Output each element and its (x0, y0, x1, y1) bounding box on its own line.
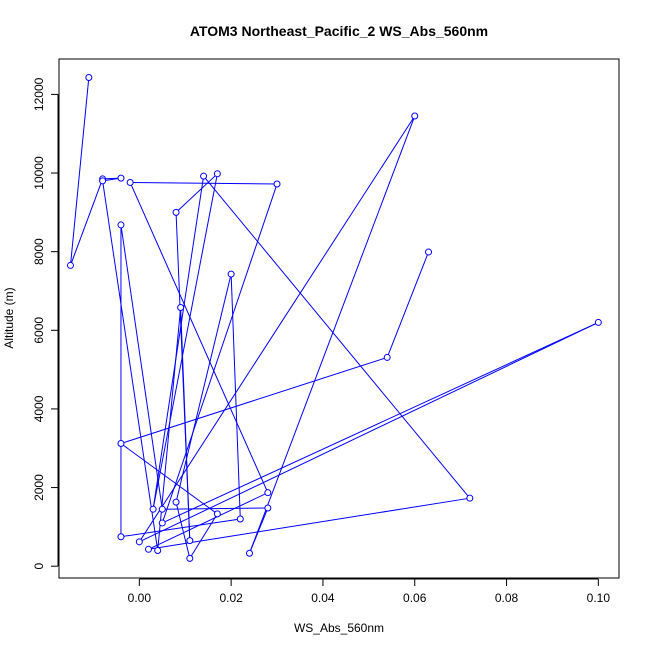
series-segment (120, 518, 241, 538)
x-tick-label: 0.08 (495, 591, 519, 605)
y-axis-label: Altitude (m) (2, 287, 16, 348)
y-tick-label: 8000 (32, 238, 46, 265)
x-axis-label: WS_Abs_560nm (294, 621, 384, 635)
data-point (117, 174, 125, 182)
data-point (117, 440, 125, 448)
x-tick-label: 0.00 (128, 591, 152, 605)
data-point (200, 172, 208, 180)
series-segment (139, 321, 599, 543)
data-point (117, 221, 125, 229)
data-point (85, 73, 93, 81)
data-point (383, 353, 391, 361)
series-segment (175, 173, 218, 213)
data-point (158, 519, 166, 527)
series-lines (69, 77, 599, 559)
x-tick-label: 0.10 (587, 591, 611, 605)
series-segment (249, 115, 416, 554)
series-segment (138, 115, 416, 543)
data-point (245, 549, 253, 557)
data-point (66, 261, 74, 269)
y-tick-label: 0 (32, 563, 46, 570)
data-point (186, 554, 194, 562)
series-segment (175, 212, 191, 541)
data-point (149, 505, 157, 513)
series-segment (175, 501, 191, 559)
x-axis: 0.00 0.02 0.04 0.06 0.08 0.10 (128, 578, 611, 605)
x-tick-label: 0.06 (403, 591, 427, 605)
data-point (264, 504, 272, 512)
series-segment (152, 176, 205, 510)
data-point (227, 270, 235, 278)
chart-title: ATOM3 Northeast_Pacific_2 WS_Abs_560nm (190, 23, 488, 39)
data-point (145, 545, 153, 553)
series-segment (130, 181, 278, 185)
x-tick-label: 0.02 (219, 591, 243, 605)
series-segment (152, 173, 218, 510)
data-point (425, 248, 433, 256)
y-tick-label: 4000 (32, 395, 46, 422)
y-axis: 0 2000 4000 6000 8000 10000 12000 (32, 77, 59, 570)
data-point (213, 510, 221, 518)
data-point (117, 533, 125, 541)
data-point (172, 498, 180, 506)
plot-frame (58, 58, 620, 579)
y-tick-label: 12000 (32, 77, 46, 111)
series-segment (129, 182, 269, 493)
series-segment (69, 77, 90, 266)
data-point (273, 180, 281, 188)
series-segment (175, 273, 232, 503)
y-tick-label: 10000 (32, 156, 46, 190)
data-point (411, 112, 419, 120)
series-segment (162, 321, 599, 524)
series-segment (120, 356, 388, 445)
series-segment (70, 178, 104, 266)
series-segment (148, 492, 269, 550)
data-point (466, 494, 474, 502)
series-segment (249, 507, 269, 554)
series-segment (386, 251, 429, 358)
series-segment (230, 274, 241, 520)
series-segment (203, 175, 471, 499)
series-segment (157, 307, 182, 551)
series-segment (102, 180, 159, 551)
data-point (126, 178, 134, 186)
data-point (236, 515, 244, 523)
data-point (186, 537, 194, 545)
data-point (158, 505, 166, 513)
series-segment (162, 507, 268, 510)
y-tick-label: 2000 (32, 474, 46, 501)
data-point (213, 170, 221, 178)
data-point (177, 303, 185, 311)
data-point (264, 489, 272, 497)
series-points (66, 73, 602, 562)
data-point (594, 318, 602, 326)
y-tick-label: 6000 (32, 317, 46, 344)
series-segment (120, 443, 218, 515)
data-point (135, 538, 143, 546)
series-segment (120, 224, 163, 510)
data-point (99, 177, 107, 185)
series-segment (189, 513, 218, 559)
x-tick-label: 0.04 (311, 591, 335, 605)
series-segment (161, 183, 278, 524)
data-point (172, 208, 180, 216)
data-point (154, 546, 162, 554)
series-segment (148, 497, 470, 550)
